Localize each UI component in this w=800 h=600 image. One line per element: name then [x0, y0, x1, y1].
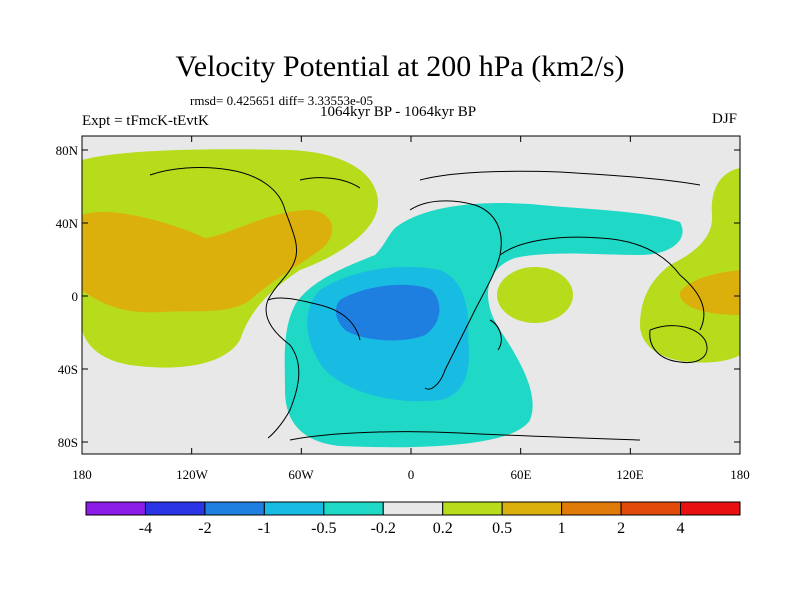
period-text: 1064kyr BP - 1064kyr BP — [320, 104, 477, 120]
colorbar-label: 4 — [676, 520, 685, 537]
positive-core-west — [82, 210, 333, 313]
lat-label-40s: 40S — [57, 362, 78, 377]
coastlines — [149, 167, 708, 441]
colorbar-label: -0.5 — [311, 520, 337, 537]
colorbar-label: 0.5 — [492, 520, 513, 537]
colorbar-swatch — [501, 501, 563, 516]
colorbar-swatch — [204, 501, 265, 516]
lat-label-80n: 80N — [55, 143, 78, 158]
lon-label-0: 0 — [407, 467, 415, 482]
lon-label-180e: 180 — [730, 467, 750, 482]
negative-core — [335, 284, 440, 341]
stats-text: rmsd= 0.425651 diff= 3.33553e-05 — [190, 93, 374, 108]
lon-label-120e: 120E — [616, 467, 644, 482]
lat-label-40n: 40N — [55, 216, 78, 231]
colorbar-swatch — [382, 501, 444, 516]
season-label: DJF — [712, 111, 738, 127]
colorbar-swatch — [85, 501, 146, 516]
positive-region-east — [640, 168, 740, 363]
colorbar-swatch — [620, 501, 682, 516]
map-title: Velocity Potential at 200 hPa (km2/s) — [175, 50, 625, 83]
colorbar-label: -1 — [257, 520, 272, 537]
positive-core-east — [679, 270, 740, 315]
colorbar-label: 1 — [557, 520, 566, 537]
colorbar-swatch — [680, 501, 741, 516]
colorbar-swatch — [263, 501, 325, 516]
colorbar-swatch — [323, 501, 384, 516]
lon-label-180w: 180 — [72, 467, 92, 482]
lon-label-60w: 60W — [288, 467, 314, 482]
colorbar-label: -0.2 — [370, 520, 396, 537]
colorbar-label: 2 — [617, 520, 626, 537]
colorbar-label: -4 — [138, 520, 153, 537]
colorbar-swatch — [144, 501, 206, 516]
colorbar — [85, 501, 741, 516]
colorbar-label: -2 — [198, 520, 212, 537]
axis-ticks — [81, 136, 741, 454]
lon-label-120w: 120W — [176, 467, 208, 482]
lat-label-80s: 80S — [57, 435, 78, 450]
experiment-label: Expt = tFmcK-tEvtK — [82, 113, 209, 129]
lon-label-60e: 60E — [510, 467, 532, 482]
lat-label-0: 0 — [71, 289, 79, 304]
colorbar-swatch — [442, 501, 503, 516]
map-field — [82, 136, 740, 454]
colorbar-label: 0.2 — [432, 520, 453, 537]
colorbar-swatch — [561, 501, 622, 516]
positive-blob-indian-ocean — [497, 267, 573, 323]
